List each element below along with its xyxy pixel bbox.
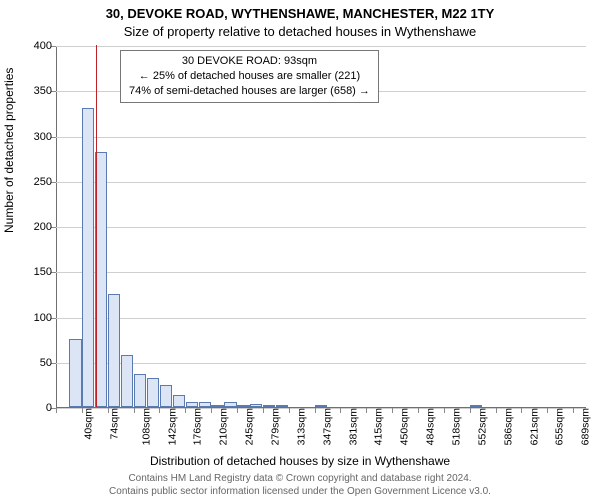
histogram-bar (69, 339, 81, 407)
y-tick-label: 150 (26, 266, 52, 278)
gridline (56, 227, 586, 228)
chart-title: 30, DEVOKE ROAD, WYTHENSHAWE, MANCHESTER… (0, 6, 600, 21)
histogram-bar (147, 378, 159, 407)
x-tick-mark (573, 408, 574, 413)
x-axis-label: Distribution of detached houses by size … (0, 454, 600, 468)
x-tick-mark (237, 408, 238, 413)
histogram-bar (211, 405, 223, 407)
x-tick-mark (134, 408, 135, 413)
y-tick-label: 0 (26, 402, 52, 414)
histogram-bar (199, 402, 211, 407)
histogram-bar (276, 405, 288, 407)
histogram-bar (121, 355, 133, 407)
x-tick-mark (159, 408, 160, 413)
histogram-bar (82, 108, 94, 407)
x-tick-label: 381sqm (347, 408, 359, 445)
histogram-bar (224, 402, 236, 407)
x-tick-label: 74sqm (108, 408, 120, 440)
x-tick-label: 142sqm (166, 408, 178, 445)
x-tick-label: 689sqm (580, 408, 592, 445)
x-tick-mark (496, 408, 497, 413)
x-tick-mark (108, 408, 109, 413)
x-tick-mark (82, 408, 83, 413)
gridline (56, 182, 586, 183)
x-tick-label: 484sqm (424, 408, 436, 445)
histogram-bar (470, 405, 482, 407)
x-tick-mark (366, 408, 367, 413)
histogram-bar (186, 402, 198, 407)
histogram-bar (315, 405, 327, 407)
property-marker-line (96, 45, 97, 407)
x-tick-label: 621sqm (528, 408, 540, 445)
x-tick-label: 347sqm (321, 408, 333, 445)
x-tick-mark (444, 408, 445, 413)
x-tick-mark (211, 408, 212, 413)
gridline (56, 46, 586, 47)
histogram-bar (160, 385, 172, 407)
plot-area: 05010015020025030035040040sqm74sqm108sqm… (56, 46, 586, 408)
x-tick-mark (289, 408, 290, 413)
x-tick-label: 655sqm (554, 408, 566, 445)
x-tick-label: 518sqm (450, 408, 462, 445)
x-tick-mark (547, 408, 548, 413)
x-tick-mark (185, 408, 186, 413)
gridline (56, 272, 586, 273)
x-tick-label: 245sqm (243, 408, 255, 445)
histogram-bar (134, 374, 146, 407)
y-tick-label: 300 (26, 131, 52, 143)
y-tick-label: 100 (26, 312, 52, 324)
gridline (56, 318, 586, 319)
x-tick-label: 450sqm (399, 408, 411, 445)
histogram-bar (263, 405, 275, 407)
x-tick-mark (470, 408, 471, 413)
x-tick-mark (263, 408, 264, 413)
gridline (56, 363, 586, 364)
attribution-line2: Contains public sector information licen… (109, 486, 491, 497)
histogram-bar (173, 395, 185, 407)
x-tick-mark (315, 408, 316, 413)
x-tick-mark (418, 408, 419, 413)
x-tick-label: 415sqm (373, 408, 385, 445)
annotation-line: 30 DEVOKE ROAD: 93sqm (129, 54, 370, 69)
gridline (56, 137, 586, 138)
x-tick-label: 586sqm (502, 408, 514, 445)
x-tick-label: 279sqm (269, 408, 281, 445)
x-tick-label: 108sqm (140, 408, 152, 445)
x-tick-label: 210sqm (218, 408, 230, 445)
y-tick-label: 250 (26, 176, 52, 188)
chart-container: { "header": { "title": "30, DEVOKE ROAD,… (0, 0, 600, 500)
x-tick-mark (521, 408, 522, 413)
x-tick-label: 40sqm (83, 408, 95, 440)
attribution-line1: Contains HM Land Registry data © Crown c… (128, 473, 471, 484)
histogram-bar (250, 404, 262, 407)
annotation-line: 74% of semi-detached houses are larger (… (129, 84, 370, 99)
y-tick-label: 400 (26, 40, 52, 52)
chart-subtitle: Size of property relative to detached ho… (0, 24, 600, 39)
histogram-bar (108, 294, 120, 407)
y-axis-label: Number of detached properties (2, 68, 16, 233)
x-tick-label: 552sqm (476, 408, 488, 445)
y-tick-label: 200 (26, 221, 52, 233)
y-tick-label: 350 (26, 85, 52, 97)
x-tick-mark (56, 408, 57, 413)
x-tick-label: 176sqm (192, 408, 204, 445)
annotation-box: 30 DEVOKE ROAD: 93sqm← 25% of detached h… (120, 50, 379, 103)
x-tick-mark (392, 408, 393, 413)
y-tick-label: 50 (26, 357, 52, 369)
x-tick-mark (340, 408, 341, 413)
annotation-line: ← 25% of detached houses are smaller (22… (129, 69, 370, 84)
x-tick-label: 313sqm (295, 408, 307, 445)
attribution-text: Contains HM Land Registry data © Crown c… (0, 473, 600, 498)
histogram-bar (237, 405, 249, 407)
